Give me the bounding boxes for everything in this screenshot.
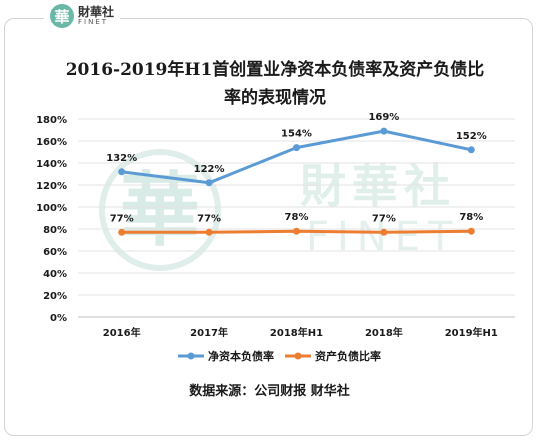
data-label: 152% (456, 131, 487, 142)
data-label: 77% (110, 213, 134, 224)
chart-frame (4, 18, 533, 436)
legend-label-2: 资产负债比率 (315, 349, 381, 363)
source-note: 数据来源：公司财报 财华社 (189, 384, 350, 399)
y-tick-label: 20% (43, 291, 67, 302)
data-label: 78% (459, 212, 483, 223)
data-label: 122% (194, 164, 225, 175)
y-tick-label: 120% (36, 181, 67, 192)
watermark-name-cn: 財華社 (300, 159, 456, 213)
legend-marker-1 (187, 352, 195, 360)
watermark-name-en: FINET (306, 214, 460, 260)
chart-title: 2016-2019年H1首创置业净资本负债率及资产负债比 率的表现情况 (40, 56, 510, 112)
logo-name-cn: 財華社 (78, 5, 115, 19)
data-label: 77% (372, 213, 396, 224)
data-label: 132% (106, 153, 137, 164)
data-point (380, 127, 388, 135)
x-tick-label: 2016年 (103, 326, 141, 339)
data-point (293, 227, 300, 235)
x-tick-label: 2018年 (365, 326, 403, 339)
y-tick-label: 140% (36, 159, 67, 170)
y-tick-label: 100% (36, 203, 67, 214)
data-point (118, 228, 126, 236)
watermark-ring (99, 149, 221, 271)
y-tick-label: 40% (43, 269, 67, 280)
data-label: 77% (197, 213, 221, 224)
data-point (467, 227, 475, 235)
y-tick-label: 0% (50, 313, 67, 324)
x-tick-label: 2019年H1 (445, 326, 498, 339)
data-label: 154% (281, 129, 312, 140)
data-point (205, 179, 213, 187)
y-tick-label: 180% (36, 115, 67, 126)
data-point (205, 228, 213, 236)
legend-marker-2 (294, 352, 302, 360)
y-tick-label: 60% (43, 247, 67, 258)
x-tick-label: 2017年 (190, 326, 228, 339)
data-label: 169% (368, 112, 399, 123)
data-label: 78% (285, 212, 309, 223)
legend-label-1: 净资本负债率 (208, 349, 274, 363)
finet-logo: 華 財華社 FINET (44, 2, 121, 30)
logo-name-en: FINET (78, 18, 109, 26)
data-point (293, 144, 300, 152)
chart-title-line-1: 2016-2019年H1首创置业净资本负债率及资产负债比 (65, 60, 485, 80)
y-tick-label: 80% (43, 225, 67, 236)
chart-title-line-2: 率的表现情况 (224, 88, 326, 108)
data-point (380, 228, 388, 236)
logo-mark-icon: 華 (50, 4, 74, 28)
logo-text: 財華社 FINET (78, 6, 114, 26)
data-point (467, 146, 475, 154)
data-point (118, 168, 126, 176)
y-tick-label: 160% (36, 137, 67, 148)
x-tick-label: 2018年H1 (270, 326, 323, 339)
